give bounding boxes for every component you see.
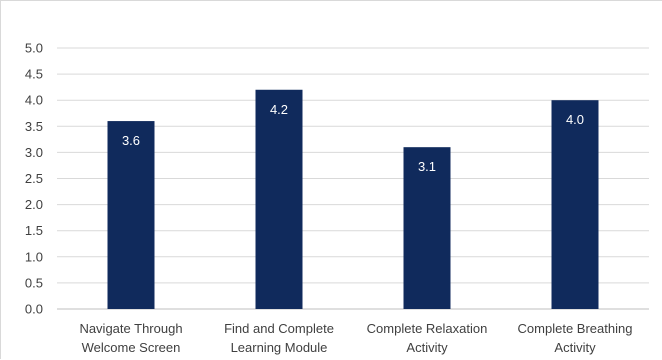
category-label: Learning Module	[231, 340, 328, 355]
y-tick-label: 2.0	[25, 197, 43, 212]
category-label: Activity	[406, 340, 448, 355]
category-label: Find and Complete	[224, 321, 334, 336]
data-label: 3.1	[418, 159, 436, 174]
y-tick-label: 0.5	[25, 275, 43, 290]
y-tick-label: 4.0	[25, 93, 43, 108]
bar	[107, 121, 155, 309]
bar	[551, 100, 599, 309]
bar	[255, 89, 303, 309]
category-label: Complete Breathing	[518, 321, 633, 336]
data-label: 3.6	[122, 133, 140, 148]
y-tick-label: 5.0	[25, 41, 43, 56]
y-tick-label: 1.5	[25, 223, 43, 238]
data-label: 4.0	[566, 112, 584, 127]
y-tick-label: 3.5	[25, 119, 43, 134]
y-tick-label: 3.0	[25, 145, 43, 160]
data-label: 4.2	[270, 102, 288, 117]
category-label: Navigate Through	[79, 321, 182, 336]
category-label: Complete Relaxation	[367, 321, 488, 336]
y-tick-label: 2.5	[25, 171, 43, 186]
category-label: Welcome Screen	[82, 340, 181, 355]
y-tick-label: 1.0	[25, 249, 43, 264]
bar	[403, 147, 451, 309]
y-tick-label: 4.5	[25, 67, 43, 82]
y-tick-label: 0.0	[25, 302, 43, 317]
category-label: Activity	[554, 340, 596, 355]
